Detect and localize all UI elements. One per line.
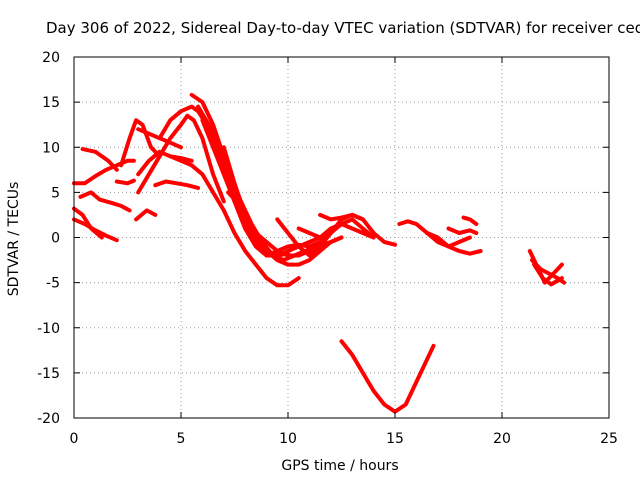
trace-arc-4 bbox=[72, 158, 136, 186]
chart-title: Day 306 of 2022, Sidereal Day-to-day VTE… bbox=[46, 19, 640, 37]
data-traces bbox=[72, 92, 567, 414]
y-axis-label: SDTVAR / TECUs bbox=[6, 182, 22, 297]
y-tick-label: 5 bbox=[51, 185, 60, 201]
y-tick-label: 0 bbox=[51, 231, 60, 247]
y-tick-label: -5 bbox=[46, 276, 60, 292]
x-tick-label: 10 bbox=[279, 431, 297, 447]
x-tick-labels: 0 5 10 15 20 25 bbox=[70, 431, 618, 447]
trace-arc-14 bbox=[168, 154, 301, 288]
trace-arc-26 bbox=[425, 231, 472, 249]
trace-arc-11 bbox=[153, 179, 201, 190]
y-tick-label: -15 bbox=[37, 366, 60, 382]
x-tick-label: 20 bbox=[493, 431, 511, 447]
trace-arc-5 bbox=[80, 147, 119, 172]
trace-arc-2 bbox=[72, 206, 104, 240]
trace-arc-24 bbox=[339, 339, 436, 414]
y-tick-label: -10 bbox=[37, 321, 60, 337]
axes bbox=[73, 56, 610, 419]
trace-arc-22 bbox=[296, 222, 376, 240]
x-tick-label: 0 bbox=[70, 431, 79, 447]
y-tick-label: 15 bbox=[42, 95, 60, 111]
trace-arc-27 bbox=[446, 226, 479, 235]
x-axis-label: GPS time / hours bbox=[281, 458, 398, 474]
trace-arc-20 bbox=[226, 190, 248, 217]
y-tick-label: -20 bbox=[37, 411, 60, 427]
x-tick-label: 15 bbox=[386, 431, 404, 447]
y-tick-label: 10 bbox=[42, 140, 60, 156]
trace-arc-12 bbox=[136, 113, 226, 204]
y-tick-labels: 20 15 10 5 0 -5 -10 -15 -20 bbox=[37, 50, 60, 427]
trace-arc-25 bbox=[397, 219, 483, 256]
trace-arc-9 bbox=[136, 149, 194, 177]
trace-arc-28 bbox=[461, 215, 479, 226]
y-tick-label: 20 bbox=[42, 50, 60, 66]
x-tick-label: 25 bbox=[600, 431, 618, 447]
x-tick-label: 5 bbox=[177, 431, 186, 447]
grid-lines bbox=[74, 57, 609, 418]
trace-arc-6 bbox=[119, 118, 162, 168]
trace-arc-23 bbox=[318, 212, 365, 222]
trace-arc-7 bbox=[114, 178, 136, 186]
trace-arc-17 bbox=[200, 118, 323, 258]
trace-arc-31 bbox=[532, 262, 564, 287]
trace-arc-8 bbox=[134, 208, 158, 222]
trace-arc-3 bbox=[78, 190, 132, 213]
